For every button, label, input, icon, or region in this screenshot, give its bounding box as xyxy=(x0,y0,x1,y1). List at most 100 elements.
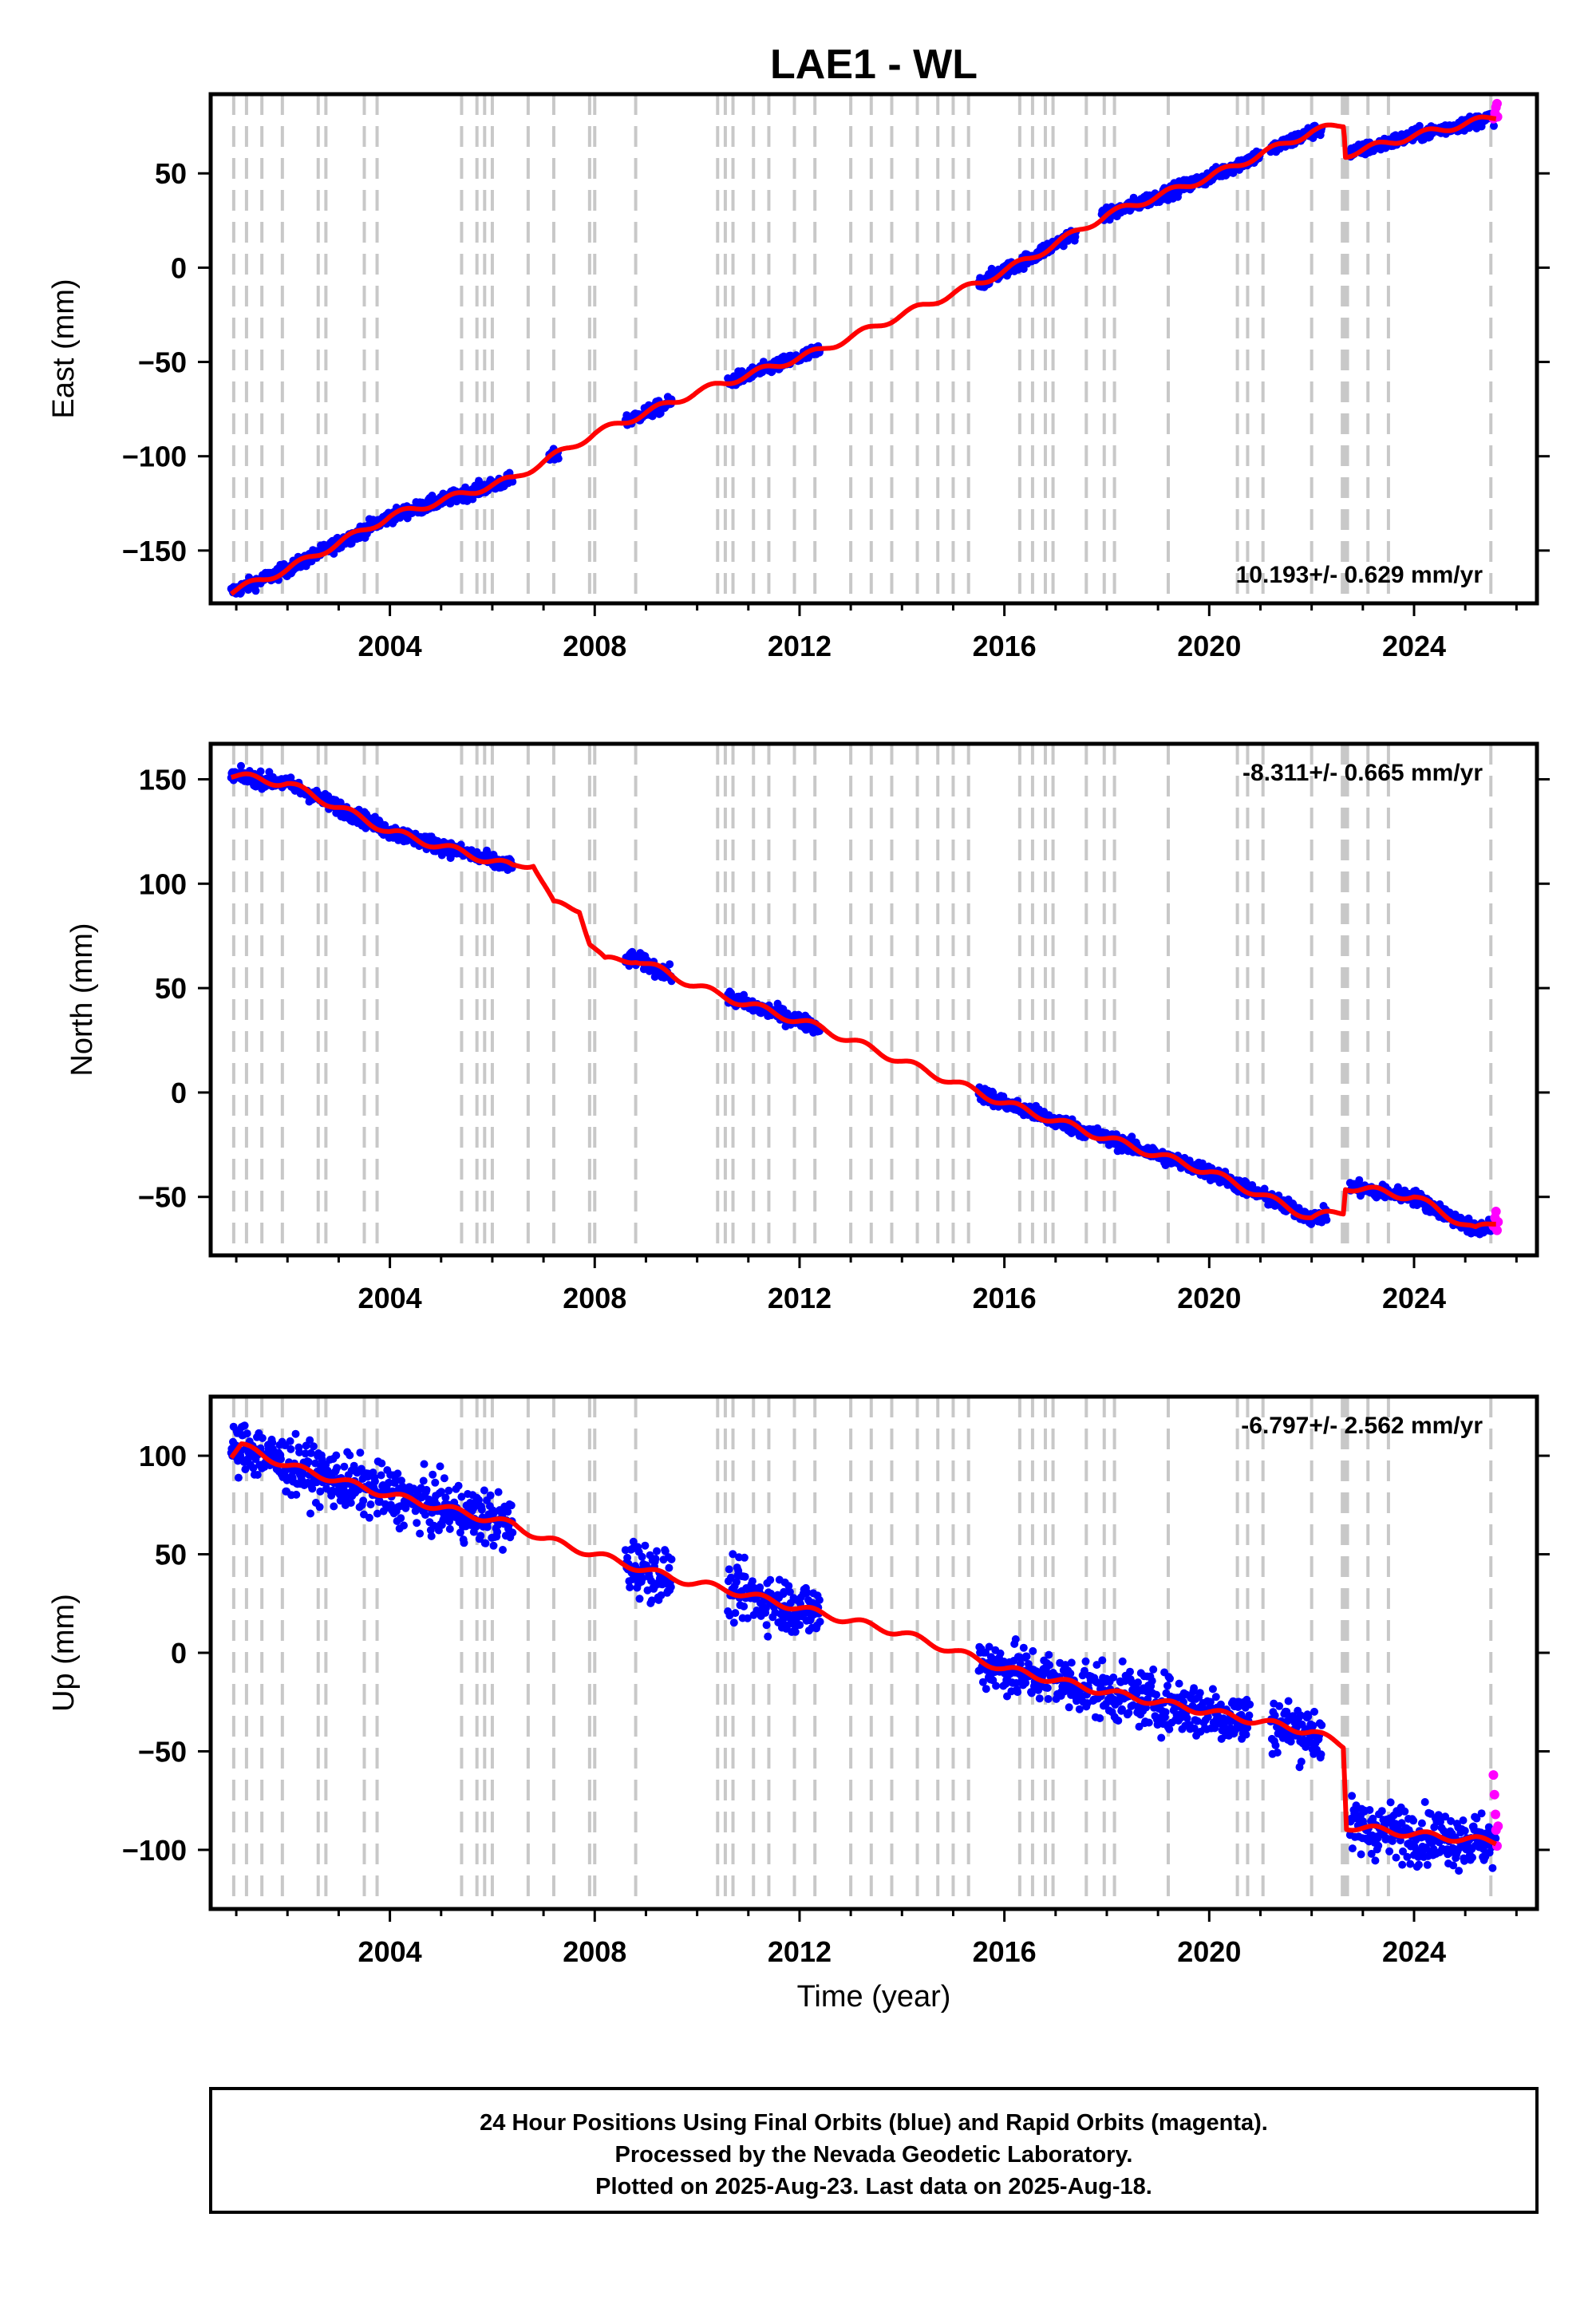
final-orbit-point xyxy=(554,454,563,463)
final-orbit-point xyxy=(1022,1652,1031,1661)
x-tick-label: 2008 xyxy=(563,1282,626,1314)
x-tick-label: 2016 xyxy=(973,1282,1037,1314)
final-orbit-point xyxy=(1400,1807,1409,1816)
final-orbit-point xyxy=(397,1476,405,1485)
final-orbit-point xyxy=(1398,1860,1407,1869)
final-orbit-point xyxy=(1067,1658,1076,1667)
plot-area xyxy=(227,744,1503,1255)
final-orbit-point xyxy=(489,1541,498,1550)
final-orbit-point xyxy=(333,1464,342,1472)
x-tick-label: 2024 xyxy=(1382,1282,1446,1314)
final-orbit-point xyxy=(740,990,749,999)
final-orbit-point xyxy=(253,1471,262,1479)
final-orbit-point xyxy=(1309,1721,1317,1730)
final-orbit-point xyxy=(1477,1809,1486,1818)
x-axis-label: Time (year) xyxy=(797,1980,951,2014)
final-orbit-point xyxy=(429,1470,437,1479)
final-orbit-point xyxy=(436,1462,444,1471)
final-orbit-point xyxy=(1195,1689,1204,1697)
figure-title: LAE1 - WL xyxy=(770,41,978,88)
final-orbit-point xyxy=(401,1504,410,1512)
final-orbit-point xyxy=(743,1614,752,1622)
final-orbit-point xyxy=(1211,1693,1220,1701)
final-orbit-point xyxy=(740,1553,749,1562)
final-orbit-point xyxy=(626,1583,634,1591)
final-orbit-point xyxy=(635,1595,644,1603)
final-orbit-point xyxy=(413,1519,421,1528)
final-orbit-point xyxy=(1124,1709,1133,1717)
final-orbit-point xyxy=(766,1575,775,1584)
final-orbit-point xyxy=(741,1572,749,1581)
final-orbit-point xyxy=(756,1583,764,1591)
rapid-orbit-point xyxy=(1491,1809,1501,1820)
final-orbit-point xyxy=(460,1539,468,1547)
rate-annotation: -6.797+/- 2.562 mm/yr xyxy=(1241,1413,1483,1439)
final-orbit-point xyxy=(346,1499,355,1508)
final-orbit-point xyxy=(330,1502,338,1511)
final-orbit-point xyxy=(1317,1721,1326,1729)
final-orbit-point xyxy=(1409,1816,1418,1825)
final-orbit-point xyxy=(657,1591,666,1599)
final-orbit-point xyxy=(315,1503,324,1512)
rate-annotation: -8.311+/- 0.665 mm/yr xyxy=(1242,760,1483,786)
final-orbit-point xyxy=(340,1462,349,1471)
final-orbit-point xyxy=(359,1496,368,1505)
panel-north: 2004 2008 2012 2016 2020 2024 −50 0 50 100 150 Nort… xyxy=(65,741,1550,1314)
y-tick-label: −50 xyxy=(138,1181,187,1214)
final-orbit-point xyxy=(791,1627,800,1636)
final-orbit-point xyxy=(1208,1685,1217,1694)
final-orbit-point xyxy=(1161,1708,1170,1717)
final-orbit-point xyxy=(1092,1661,1101,1670)
final-orbit-point xyxy=(291,1429,300,1438)
x-tick-label: 2016 xyxy=(973,630,1037,662)
final-orbit-point xyxy=(761,1604,770,1613)
final-orbit-point xyxy=(1157,1733,1166,1742)
final-orbit-point xyxy=(785,1587,794,1596)
final-orbit-point xyxy=(1013,1688,1022,1697)
final-orbit-point xyxy=(1423,1860,1432,1869)
final-orbit-point xyxy=(1417,1819,1426,1828)
y-axis-label: North (mm) xyxy=(65,923,99,1076)
final-orbit-point xyxy=(1392,1853,1400,1862)
x-tick-label: 2016 xyxy=(973,1935,1037,1968)
final-orbit-point xyxy=(1175,1679,1183,1688)
final-orbit-point xyxy=(1075,1705,1084,1713)
final-orbit-point xyxy=(732,1578,741,1587)
y-tick-label: 0 xyxy=(171,1637,187,1670)
final-orbit-point xyxy=(306,1448,315,1457)
final-orbit-point xyxy=(1455,1867,1464,1875)
final-orbit-point xyxy=(740,1602,749,1611)
final-orbit-point xyxy=(1096,1714,1104,1722)
final-orbit-point xyxy=(1317,1750,1325,1759)
y-tick-label: −100 xyxy=(122,1834,187,1867)
final-orbit-point xyxy=(1242,1730,1250,1739)
final-orbit-point xyxy=(431,1478,440,1487)
x-tick-label: 2012 xyxy=(768,630,832,662)
panel-east: 2004 2008 2012 2016 2020 2024 −150 −100 −50 0 50 Ea… xyxy=(47,92,1550,662)
caption-line-3: Plotted on 2025-Aug-23. Last data on 202… xyxy=(595,2174,1152,2199)
final-orbit-point xyxy=(623,1553,632,1562)
final-orbit-point xyxy=(475,1496,483,1504)
final-orbit-point xyxy=(507,1501,516,1510)
final-orbit-point xyxy=(992,1682,1001,1690)
final-orbit-point xyxy=(1386,1798,1395,1807)
final-orbit-point xyxy=(1080,1666,1088,1675)
final-orbit-point xyxy=(1021,1678,1030,1687)
caption-line-1: 24 Hour Positions Using Final Orbits (bl… xyxy=(480,2110,1268,2136)
y-tick-label: 0 xyxy=(171,251,187,284)
final-orbit-point xyxy=(243,1429,251,1438)
final-orbit-point xyxy=(1035,1694,1044,1703)
rapid-orbit-point xyxy=(1491,1207,1501,1217)
final-orbit-point xyxy=(258,1434,267,1442)
final-orbit-point xyxy=(437,1488,445,1496)
final-orbit-point xyxy=(665,1563,674,1572)
final-orbit-point xyxy=(725,1565,733,1574)
final-orbit-point xyxy=(499,1546,507,1554)
caption-line-2: Processed by the Nevada Geodetic Laborat… xyxy=(615,2142,1133,2168)
x-tick-label: 2012 xyxy=(768,1282,832,1314)
final-orbit-point xyxy=(1114,1717,1123,1725)
x-tick-label: 2008 xyxy=(563,630,626,662)
final-orbit-point xyxy=(1109,1673,1118,1682)
final-orbit-point xyxy=(268,1438,277,1447)
final-orbit-point xyxy=(308,1484,317,1493)
